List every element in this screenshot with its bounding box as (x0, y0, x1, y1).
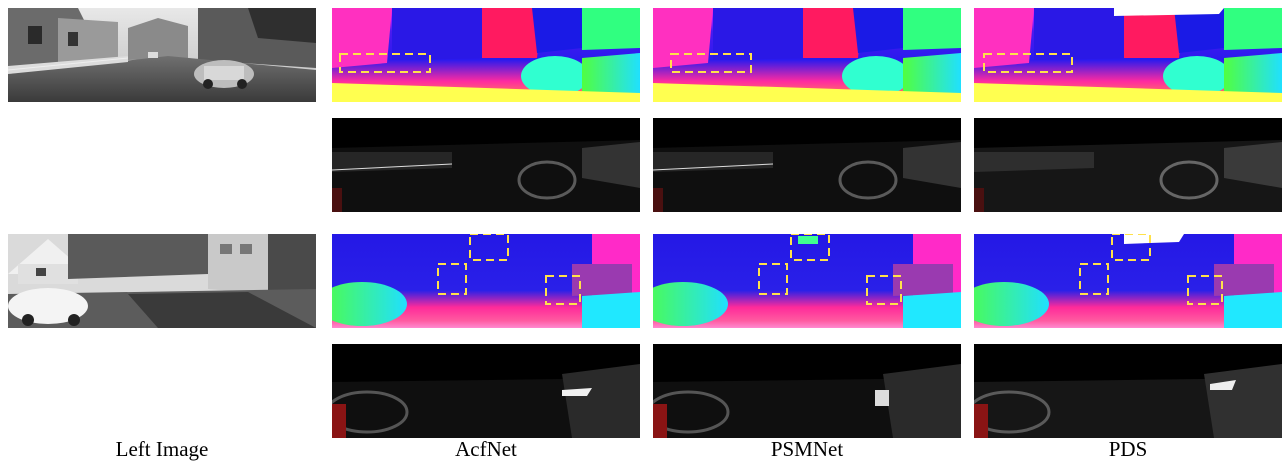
psmnet-error-map-2 (653, 344, 961, 438)
psmnet-disparity-2 (653, 234, 961, 328)
acfnet-disparity-2 (332, 234, 640, 328)
pds-error-map-1 (974, 118, 1282, 212)
acfnet-disparity-1 (332, 8, 640, 102)
left-image-1 (8, 8, 316, 102)
pds-disparity-1 (974, 8, 1282, 102)
psmnet-error-map-1 (653, 118, 961, 212)
pds-error-map-2 (974, 344, 1282, 438)
pds-disparity-2 (974, 234, 1282, 328)
left-image-2 (8, 234, 316, 328)
caption-acfnet: AcfNet (455, 437, 517, 461)
acfnet-error-map-1 (332, 118, 640, 212)
caption-left-image: Left Image (115, 437, 209, 461)
caption-psmnet: PSMNet (770, 437, 844, 461)
caption-pds: PDS (1108, 437, 1148, 461)
acfnet-error-map-2 (332, 344, 640, 438)
psmnet-disparity-1 (653, 8, 961, 102)
